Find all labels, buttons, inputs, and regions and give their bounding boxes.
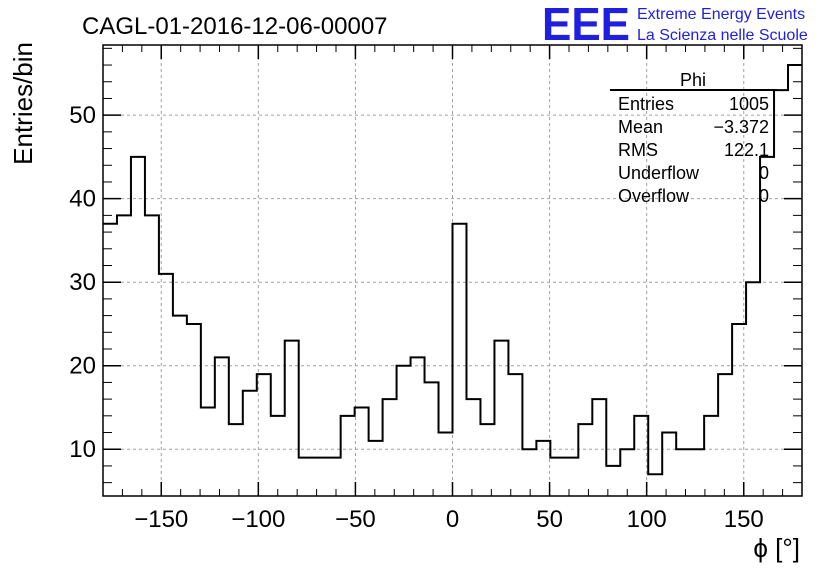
x-tick-label-2: −50 <box>335 506 376 533</box>
y-tick-label-2: 30 <box>69 269 96 296</box>
x-axis-label: ϕ [°] <box>753 533 800 563</box>
stats-row-value-entries: 1005 <box>729 94 769 114</box>
chart-title: CAGL-01-2016-12-06-00007 <box>82 13 388 40</box>
stats-title: Phi <box>680 70 706 90</box>
stats-row-label-underflow: Underflow <box>618 163 700 183</box>
logo-mark: EEE <box>542 0 630 50</box>
x-tick-label-6: 150 <box>724 506 764 533</box>
histogram-series <box>103 64 802 476</box>
stats-row-label-entries: Entries <box>618 94 674 114</box>
stats-row-label-mean: Mean <box>618 117 663 137</box>
y-tick-label-0: 10 <box>69 436 96 463</box>
y-axis-label: Entries/bin <box>8 42 38 165</box>
logo-line2: La Scienza nelle Scuole <box>637 27 808 44</box>
stats-row-label-rms: RMS <box>618 140 658 160</box>
x-tick-label-0: −150 <box>134 506 188 533</box>
stats-row-value-rms: 122.1 <box>724 140 769 160</box>
y-tick-label-4: 50 <box>69 102 96 129</box>
y-tick-label-3: 40 <box>69 186 96 213</box>
stats-row-value-overflow: 0 <box>759 186 769 206</box>
x-tick-label-4: 50 <box>536 506 563 533</box>
stats-row-value-underflow: 0 <box>759 163 769 183</box>
x-tick-label-3: 0 <box>446 506 459 533</box>
x-tick-label-5: 100 <box>627 506 667 533</box>
y-tick-label-1: 20 <box>69 353 96 380</box>
stats-box: Phi Entries 1005 Mean −3.372 RMS 122.1 Underfl… <box>610 70 777 206</box>
logo-line1: Extreme Energy Events <box>637 6 805 23</box>
axis-ticks: −150 −100 −50 0 50 100 150 10 20 30 40 50 <box>69 45 803 533</box>
x-tick-label-1: −100 <box>231 506 285 533</box>
stats-row-value-mean: −3.372 <box>713 117 769 137</box>
stats-row-label-overflow: Overflow <box>618 186 690 206</box>
